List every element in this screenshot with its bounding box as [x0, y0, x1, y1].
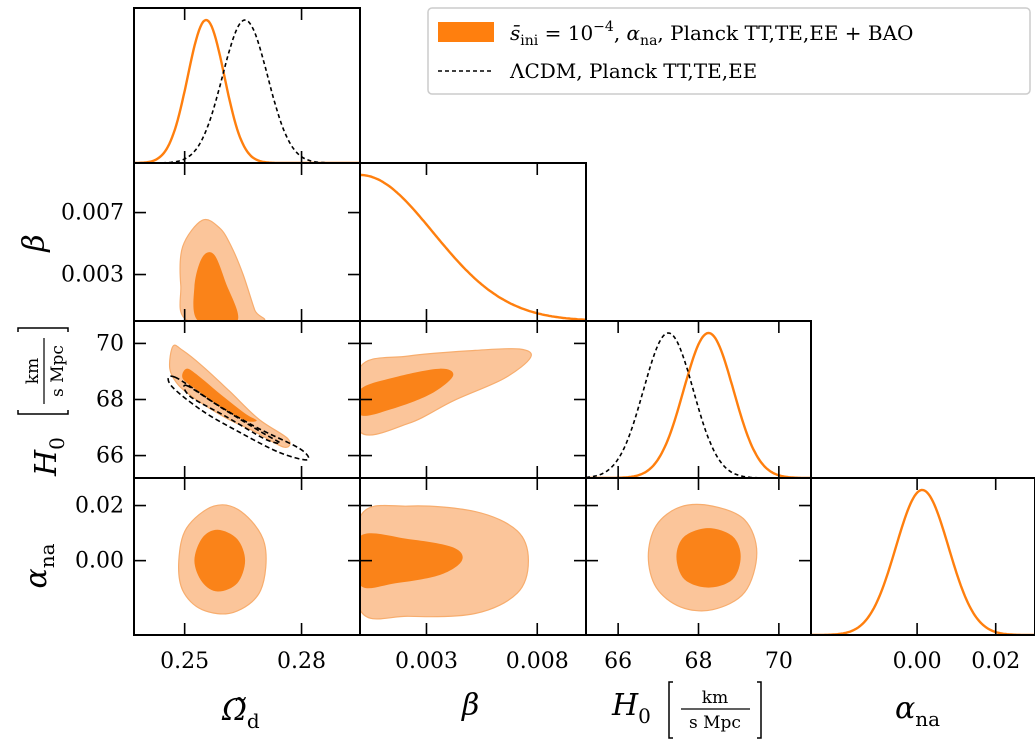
- panel-content: [360, 348, 532, 436]
- panels-layer: [133, 7, 1035, 636]
- xtick-label-omega-1: 0.28: [277, 649, 326, 674]
- ylabel-h0-unit-num: km: [23, 358, 43, 384]
- xtick-label-omega-0: 0.25: [160, 649, 209, 674]
- ytick-label-H0-1: 68: [96, 388, 124, 413]
- panel-content: [178, 504, 267, 615]
- contour-inner-omega-alpha-series-1: [194, 529, 246, 592]
- ylabel-beta: β: [17, 234, 52, 252]
- legend-label-series-2: ΛCDM, Planck TT,TE,EE: [509, 59, 757, 83]
- ytick-label-alpha-1: 0.00: [75, 549, 124, 574]
- panel-H0-beta: [359, 320, 587, 479]
- tick-labels-layer: 0.25 0.28 0.003 0.008 66 68 70 0.00 0.02 0.007 0.0…: [61, 201, 1020, 674]
- marginal-alpha-series-1: [811, 488, 1035, 635]
- xlabel-alpha: αna: [895, 691, 940, 731]
- panel-alpha-alpha: [810, 477, 1035, 636]
- xtick-label-H0-1: 68: [685, 649, 713, 674]
- panel-omega-omega: [133, 7, 361, 164]
- panel-content: [360, 504, 530, 620]
- legend-frame: [427, 7, 1031, 95]
- xtick-label-alpha-0: 0.00: [893, 649, 942, 674]
- ylabel-h0-sub: 0: [45, 437, 69, 450]
- xtick-label-beta-1: 0.008: [506, 649, 569, 674]
- panel-H0-H0: [585, 320, 812, 479]
- contour-outer-beta-H0-series-1: [360, 348, 532, 436]
- xlabel-h0-unit-num: km: [702, 688, 728, 708]
- panel-content: [167, 344, 310, 461]
- panel-alpha-H0: [585, 477, 812, 636]
- panel-content: [586, 331, 811, 478]
- panel-alpha-omega: [133, 477, 361, 636]
- contour-inner-beta-alpha-series-1: [360, 533, 463, 589]
- panel-beta-beta: [359, 162, 587, 322]
- panel-frame: [133, 320, 361, 479]
- panel-H0-omega: [133, 320, 361, 479]
- ytick-label-beta-0: 0.007: [61, 201, 124, 226]
- xtick-label-beta-0: 0.003: [395, 649, 458, 674]
- contour-inner-beta-H0-series-1: [360, 368, 454, 416]
- ylabel-h0: H0 km s Mpc: [17, 327, 69, 477]
- ylabel-h0-unit-den: s Mpc: [48, 345, 68, 397]
- panel-alpha-beta: [359, 477, 587, 636]
- xlabel-omega: Ω̃d: [221, 693, 260, 733]
- ytick-label-alpha-0: 0.02: [75, 494, 124, 519]
- xtick-label-H0-0: 66: [604, 649, 632, 674]
- xlabel-beta: β: [461, 688, 479, 723]
- ytick-label-H0-2: 66: [96, 444, 124, 469]
- panel-beta-omega: [133, 162, 361, 322]
- panel-content: [134, 18, 360, 163]
- ylabel-h0-symbol: H: [29, 449, 64, 477]
- panel-content: [811, 488, 1035, 635]
- legend-label-series-1: s̄ini = 10−4, αna, Planck TT,TE,EE + BAO: [510, 19, 913, 49]
- marginal-H0-series-2: [586, 332, 811, 478]
- legend-swatch-series-1: [438, 22, 494, 42]
- contour-outer-omega-H0-series-1: [168, 344, 291, 448]
- svg-text:H0: H0: [29, 437, 69, 477]
- panel-frame: [133, 7, 361, 164]
- contour-inner-omega-H0-series-2: [183, 384, 281, 445]
- panel-frame: [359, 162, 587, 322]
- marginal-H0-series-1: [586, 331, 811, 478]
- marginal-omega-series-2: [134, 19, 360, 163]
- xlabel-h0-unit-den: s Mpc: [689, 713, 741, 733]
- contour-inner-H0-alpha-series-1: [676, 528, 741, 588]
- marginal-omega-series-1: [134, 18, 360, 163]
- ytick-label-H0-0: 70: [96, 331, 124, 356]
- contour-inner-omega-beta-series-1: [193, 252, 239, 321]
- contour-inner-omega-H0-series-1: [182, 368, 257, 422]
- marginal-beta-series-1: [360, 173, 586, 321]
- panel-content: [179, 218, 266, 321]
- panel-content: [647, 503, 758, 612]
- svg-text:H0: H0: [611, 688, 651, 728]
- ytick-label-beta-1: 0.003: [61, 263, 124, 288]
- xtick-label-alpha-1: 0.02: [971, 649, 1020, 674]
- ylabel-alpha: αna: [19, 543, 59, 588]
- xlabel-h0: H0 km s Mpc: [611, 681, 762, 739]
- panel-content: [360, 173, 586, 321]
- legend: s̄ini = 10−4, αna, Planck TT,TE,EE + BAO…: [427, 7, 1031, 95]
- xlabel-h0-sub: 0: [638, 704, 651, 728]
- panel-frame: [810, 477, 1035, 636]
- xlabel-h0-symbol: H: [611, 688, 639, 723]
- xtick-label-H0-2: 70: [765, 649, 793, 674]
